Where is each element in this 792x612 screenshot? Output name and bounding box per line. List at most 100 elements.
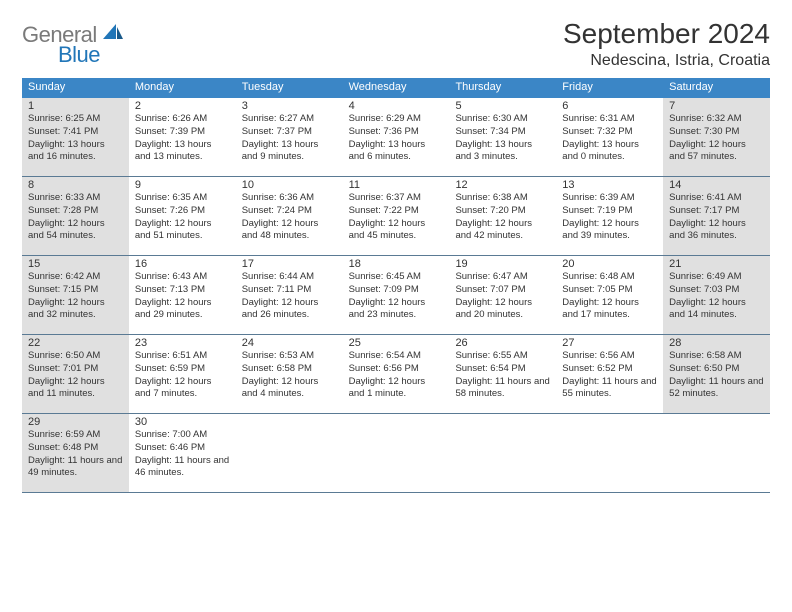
day-number: 12: [455, 179, 550, 191]
day-info: Sunrise: 6:31 AMSunset: 7:32 PMDaylight:…: [562, 113, 657, 164]
location: Nedescina, Istria, Croatia: [563, 52, 770, 70]
day-info: Sunrise: 6:27 AMSunset: 7:37 PMDaylight:…: [242, 113, 337, 164]
day-info: Sunrise: 6:30 AMSunset: 7:34 PMDaylight:…: [455, 113, 550, 164]
day-info: Sunrise: 6:43 AMSunset: 7:13 PMDaylight:…: [135, 271, 230, 322]
day-number: 8: [28, 179, 123, 191]
day-number: 16: [135, 258, 230, 270]
weekday-header: Monday: [129, 78, 236, 98]
day-number: 11: [349, 179, 444, 191]
day-info: Sunrise: 6:51 AMSunset: 6:59 PMDaylight:…: [135, 350, 230, 401]
day-cell: 27Sunrise: 6:56 AMSunset: 6:52 PMDayligh…: [556, 335, 663, 413]
day-info: Sunrise: 6:37 AMSunset: 7:22 PMDaylight:…: [349, 192, 444, 243]
day-number: 27: [562, 337, 657, 349]
day-number: 28: [669, 337, 764, 349]
day-cell-empty: [556, 414, 663, 492]
day-info: Sunrise: 6:29 AMSunset: 7:36 PMDaylight:…: [349, 113, 444, 164]
day-info: Sunrise: 6:50 AMSunset: 7:01 PMDaylight:…: [28, 350, 123, 401]
day-number: 2: [135, 100, 230, 112]
day-cell: 17Sunrise: 6:44 AMSunset: 7:11 PMDayligh…: [236, 256, 343, 334]
day-cell: 5Sunrise: 6:30 AMSunset: 7:34 PMDaylight…: [449, 98, 556, 176]
day-info: Sunrise: 6:39 AMSunset: 7:19 PMDaylight:…: [562, 192, 657, 243]
day-cell: 20Sunrise: 6:48 AMSunset: 7:05 PMDayligh…: [556, 256, 663, 334]
day-number: 26: [455, 337, 550, 349]
day-number: 13: [562, 179, 657, 191]
day-number: 6: [562, 100, 657, 112]
day-number: 10: [242, 179, 337, 191]
day-cell: 24Sunrise: 6:53 AMSunset: 6:58 PMDayligh…: [236, 335, 343, 413]
day-info: Sunrise: 6:41 AMSunset: 7:17 PMDaylight:…: [669, 192, 764, 243]
day-cell: 1Sunrise: 6:25 AMSunset: 7:41 PMDaylight…: [22, 98, 129, 176]
day-cell-empty: [343, 414, 450, 492]
day-cell: 26Sunrise: 6:55 AMSunset: 6:54 PMDayligh…: [449, 335, 556, 413]
day-number: 20: [562, 258, 657, 270]
week-row: 29Sunrise: 6:59 AMSunset: 6:48 PMDayligh…: [22, 414, 770, 493]
logo: General Blue: [22, 22, 125, 68]
day-cell: 19Sunrise: 6:47 AMSunset: 7:07 PMDayligh…: [449, 256, 556, 334]
day-number: 3: [242, 100, 337, 112]
logo-sail-icon: [103, 24, 125, 47]
day-cell: 13Sunrise: 6:39 AMSunset: 7:19 PMDayligh…: [556, 177, 663, 255]
day-info: Sunrise: 6:42 AMSunset: 7:15 PMDaylight:…: [28, 271, 123, 322]
day-cell: 22Sunrise: 6:50 AMSunset: 7:01 PMDayligh…: [22, 335, 129, 413]
day-cell: 11Sunrise: 6:37 AMSunset: 7:22 PMDayligh…: [343, 177, 450, 255]
day-number: 1: [28, 100, 123, 112]
day-number: 24: [242, 337, 337, 349]
day-cell-empty: [663, 414, 770, 492]
weekday-header: Friday: [556, 78, 663, 98]
week-row: 15Sunrise: 6:42 AMSunset: 7:15 PMDayligh…: [22, 256, 770, 335]
day-number: 18: [349, 258, 444, 270]
day-info: Sunrise: 6:38 AMSunset: 7:20 PMDaylight:…: [455, 192, 550, 243]
day-cell-empty: [449, 414, 556, 492]
day-number: 14: [669, 179, 764, 191]
day-cell: 15Sunrise: 6:42 AMSunset: 7:15 PMDayligh…: [22, 256, 129, 334]
day-cell: 7Sunrise: 6:32 AMSunset: 7:30 PMDaylight…: [663, 98, 770, 176]
week-row: 8Sunrise: 6:33 AMSunset: 7:28 PMDaylight…: [22, 177, 770, 256]
day-info: Sunrise: 6:44 AMSunset: 7:11 PMDaylight:…: [242, 271, 337, 322]
day-cell: 14Sunrise: 6:41 AMSunset: 7:17 PMDayligh…: [663, 177, 770, 255]
title-block: September 2024 Nedescina, Istria, Croati…: [563, 18, 770, 70]
header: General Blue September 2024 Nedescina, I…: [22, 18, 770, 70]
day-number: 25: [349, 337, 444, 349]
day-info: Sunrise: 6:55 AMSunset: 6:54 PMDaylight:…: [455, 350, 550, 401]
day-cell: 4Sunrise: 6:29 AMSunset: 7:36 PMDaylight…: [343, 98, 450, 176]
calendar-page: General Blue September 2024 Nedescina, I…: [0, 0, 792, 493]
day-cell: 30Sunrise: 7:00 AMSunset: 6:46 PMDayligh…: [129, 414, 236, 492]
day-number: 4: [349, 100, 444, 112]
day-info: Sunrise: 6:48 AMSunset: 7:05 PMDaylight:…: [562, 271, 657, 322]
day-info: Sunrise: 6:54 AMSunset: 6:56 PMDaylight:…: [349, 350, 444, 401]
day-cell: 16Sunrise: 6:43 AMSunset: 7:13 PMDayligh…: [129, 256, 236, 334]
day-number: 21: [669, 258, 764, 270]
day-info: Sunrise: 6:49 AMSunset: 7:03 PMDaylight:…: [669, 271, 764, 322]
day-number: 19: [455, 258, 550, 270]
day-info: Sunrise: 6:58 AMSunset: 6:50 PMDaylight:…: [669, 350, 764, 401]
week-row: 22Sunrise: 6:50 AMSunset: 7:01 PMDayligh…: [22, 335, 770, 414]
day-cell: 6Sunrise: 6:31 AMSunset: 7:32 PMDaylight…: [556, 98, 663, 176]
day-cell: 9Sunrise: 6:35 AMSunset: 7:26 PMDaylight…: [129, 177, 236, 255]
day-cell: 21Sunrise: 6:49 AMSunset: 7:03 PMDayligh…: [663, 256, 770, 334]
day-info: Sunrise: 6:33 AMSunset: 7:28 PMDaylight:…: [28, 192, 123, 243]
day-cell: 8Sunrise: 6:33 AMSunset: 7:28 PMDaylight…: [22, 177, 129, 255]
day-info: Sunrise: 6:36 AMSunset: 7:24 PMDaylight:…: [242, 192, 337, 243]
day-number: 9: [135, 179, 230, 191]
day-cell: 29Sunrise: 6:59 AMSunset: 6:48 PMDayligh…: [22, 414, 129, 492]
day-info: Sunrise: 6:35 AMSunset: 7:26 PMDaylight:…: [135, 192, 230, 243]
day-number: 29: [28, 416, 123, 428]
week-row: 1Sunrise: 6:25 AMSunset: 7:41 PMDaylight…: [22, 98, 770, 177]
day-info: Sunrise: 6:59 AMSunset: 6:48 PMDaylight:…: [28, 429, 123, 480]
day-cell: 3Sunrise: 6:27 AMSunset: 7:37 PMDaylight…: [236, 98, 343, 176]
day-cell: 25Sunrise: 6:54 AMSunset: 6:56 PMDayligh…: [343, 335, 450, 413]
day-info: Sunrise: 6:53 AMSunset: 6:58 PMDaylight:…: [242, 350, 337, 401]
day-number: 23: [135, 337, 230, 349]
day-info: Sunrise: 6:26 AMSunset: 7:39 PMDaylight:…: [135, 113, 230, 164]
day-cell: 18Sunrise: 6:45 AMSunset: 7:09 PMDayligh…: [343, 256, 450, 334]
calendar: SundayMondayTuesdayWednesdayThursdayFrid…: [22, 78, 770, 493]
day-cell: 2Sunrise: 6:26 AMSunset: 7:39 PMDaylight…: [129, 98, 236, 176]
day-number: 7: [669, 100, 764, 112]
day-info: Sunrise: 6:56 AMSunset: 6:52 PMDaylight:…: [562, 350, 657, 401]
day-number: 17: [242, 258, 337, 270]
day-number: 5: [455, 100, 550, 112]
day-number: 30: [135, 416, 230, 428]
day-cell-empty: [236, 414, 343, 492]
day-number: 15: [28, 258, 123, 270]
day-info: Sunrise: 6:45 AMSunset: 7:09 PMDaylight:…: [349, 271, 444, 322]
